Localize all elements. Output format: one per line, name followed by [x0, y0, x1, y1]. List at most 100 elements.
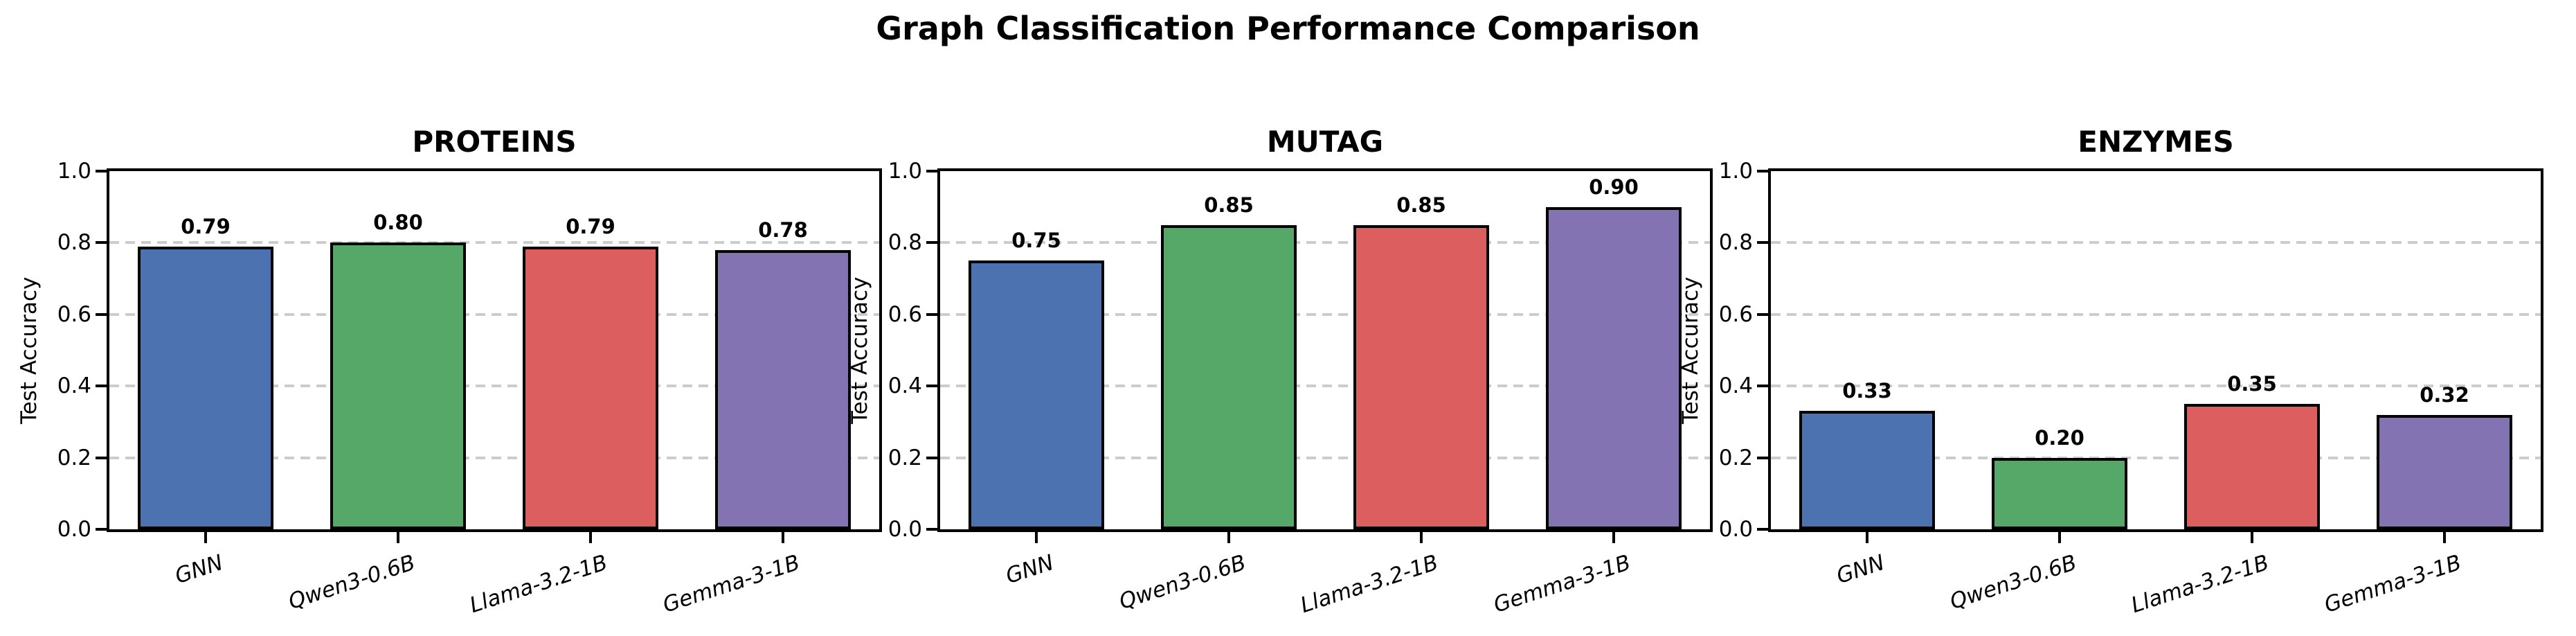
- x-tick: [1035, 532, 1038, 543]
- axes-proteins: 0.79 0.80 0.79 0.78: [107, 168, 882, 532]
- bar-value-label: 0.79: [566, 214, 615, 238]
- gridline: [1771, 241, 2541, 245]
- bar-value-label: 0.20: [2035, 425, 2084, 450]
- y-tick: [926, 456, 937, 459]
- subplot-enzymes: ENZYMES Test Accuracy 0.33 0.20 0.35 0.32 0…: [1661, 0, 2543, 636]
- x-tick-label: Qwen3-0.6B: [113, 550, 418, 615]
- bar-gemma-3-1b: [1546, 206, 1682, 529]
- x-tick-label: GNN: [0, 550, 226, 589]
- bar-value-label: 0.32: [2420, 382, 2469, 407]
- y-tick: [96, 528, 107, 531]
- y-tick-label: 0.8: [57, 230, 91, 256]
- y-tick: [1757, 170, 1768, 173]
- bar-qwen3-0.6b: [1992, 457, 2127, 529]
- subplot-mutag: MUTAG Test Accuracy 0.75 0.85 0.85 0.90 0.0…: [831, 0, 1713, 636]
- bar-value-label: 0.85: [1396, 193, 1446, 217]
- y-tick: [926, 241, 937, 245]
- bar-value-label: 0.79: [181, 214, 231, 238]
- y-tick: [1757, 241, 1768, 245]
- x-tick: [782, 532, 784, 543]
- x-tick-label-text: Llama-3.2-1B: [2128, 550, 2273, 619]
- bar-qwen3-0.6b: [1161, 224, 1297, 529]
- y-tick: [926, 385, 937, 388]
- x-tick: [1866, 532, 1868, 543]
- x-tick-label-text: Qwen3-0.6B: [1947, 550, 2080, 615]
- x-tick-label: Llama-3.2-1B: [1967, 550, 2272, 618]
- y-tick: [1757, 312, 1768, 316]
- x-tick-label: Gemma-3-1B: [2159, 550, 2465, 618]
- y-tick: [96, 170, 107, 173]
- bar-llama-3.2-1b: [523, 246, 658, 529]
- gridline: [940, 241, 1710, 245]
- y-tick: [96, 456, 107, 459]
- x-tick-label-text: Qwen3-0.6B: [285, 550, 419, 615]
- bar-gnn: [138, 246, 273, 529]
- x-tick-label-text: Llama-3.2-1B: [1297, 550, 1442, 619]
- gridline: [109, 456, 879, 459]
- x-tick-label: Llama-3.2-1B: [1136, 550, 1441, 618]
- y-tick-label: 1.0: [57, 159, 91, 184]
- bar-value-label: 0.35: [2227, 372, 2277, 396]
- gridline: [940, 385, 1710, 388]
- gridline: [109, 385, 879, 388]
- figure-title: Graph Classification Performance Compari…: [876, 10, 1700, 47]
- bar-value-label: 0.85: [1204, 193, 1254, 217]
- bar-gnn: [969, 260, 1104, 529]
- y-tick-label: 0.6: [57, 301, 91, 327]
- bar-gnn: [1799, 411, 1935, 529]
- x-tick: [1227, 532, 1230, 543]
- x-tick-label-text: GNN: [1833, 550, 1888, 589]
- x-tick-label: Qwen3-0.6B: [944, 550, 1249, 615]
- y-tick: [926, 170, 937, 173]
- y-tick: [96, 385, 107, 388]
- gridline: [940, 312, 1710, 316]
- x-tick: [2251, 532, 2253, 543]
- x-tick-label: Llama-3.2-1B: [305, 550, 611, 618]
- bar-gemma-3-1b: [2377, 414, 2512, 529]
- bar-value-label: 0.33: [1842, 379, 1892, 403]
- x-tick-label-text: GNN: [172, 550, 226, 589]
- bar-value-label: 0.78: [758, 218, 808, 242]
- x-tick: [1420, 532, 1423, 543]
- y-tick: [1757, 528, 1768, 531]
- axes-enzymes: 0.33 0.20 0.35 0.32: [1768, 168, 2543, 532]
- subplot-title-proteins: PROTEINS: [412, 125, 577, 159]
- bar-value-label: 0.80: [373, 211, 423, 235]
- y-tick: [1757, 385, 1768, 388]
- y-tick: [96, 312, 107, 316]
- x-tick-label: Qwen3-0.6B: [1774, 550, 2080, 615]
- x-tick-label-text: Gemma-3-1B: [1490, 550, 1634, 618]
- x-tick-label-text: Gemma-3-1B: [660, 550, 804, 618]
- bar-llama-3.2-1b: [2184, 404, 2320, 529]
- x-tick: [2058, 532, 2061, 543]
- x-tick-label-text: Qwen3-0.6B: [1116, 550, 1250, 615]
- x-tick: [2443, 532, 2446, 543]
- x-tick-label-text: GNN: [1002, 550, 1057, 589]
- gridline: [109, 241, 879, 245]
- subplot-proteins: PROTEINS Test Accuracy 0.79 0.80 0.79 0.78 …: [0, 0, 882, 636]
- gridline: [940, 456, 1710, 459]
- x-tick: [1612, 532, 1615, 543]
- gridline: [1771, 456, 2541, 459]
- subplot-title-enzymes: ENZYMES: [2078, 125, 2234, 159]
- gridline: [1771, 312, 2541, 316]
- y-tick-label: 0.4: [57, 373, 91, 399]
- y-tick-label: 0.0: [57, 517, 91, 542]
- bar-llama-3.2-1b: [1353, 224, 1489, 529]
- y-tick: [926, 312, 937, 316]
- bar-qwen3-0.6b: [330, 242, 466, 529]
- x-tick: [397, 532, 399, 543]
- bar-value-label: 0.75: [1011, 229, 1061, 253]
- bar-gemma-3-1b: [715, 249, 851, 529]
- gridline: [1771, 385, 2541, 388]
- x-tick: [204, 532, 207, 543]
- x-tick-label-text: Llama-3.2-1B: [467, 550, 611, 619]
- axes-mutag: 0.75 0.85 0.85 0.90: [937, 168, 1713, 532]
- x-tick-label-text: Gemma-3-1B: [2321, 550, 2465, 618]
- x-tick-label: Gemma-3-1B: [1328, 550, 1634, 618]
- x-tick-label: Gemma-3-1B: [498, 550, 803, 618]
- y-tick: [1757, 456, 1768, 459]
- y-axis-label-proteins: Test Accuracy: [17, 276, 42, 424]
- y-tick: [926, 528, 937, 531]
